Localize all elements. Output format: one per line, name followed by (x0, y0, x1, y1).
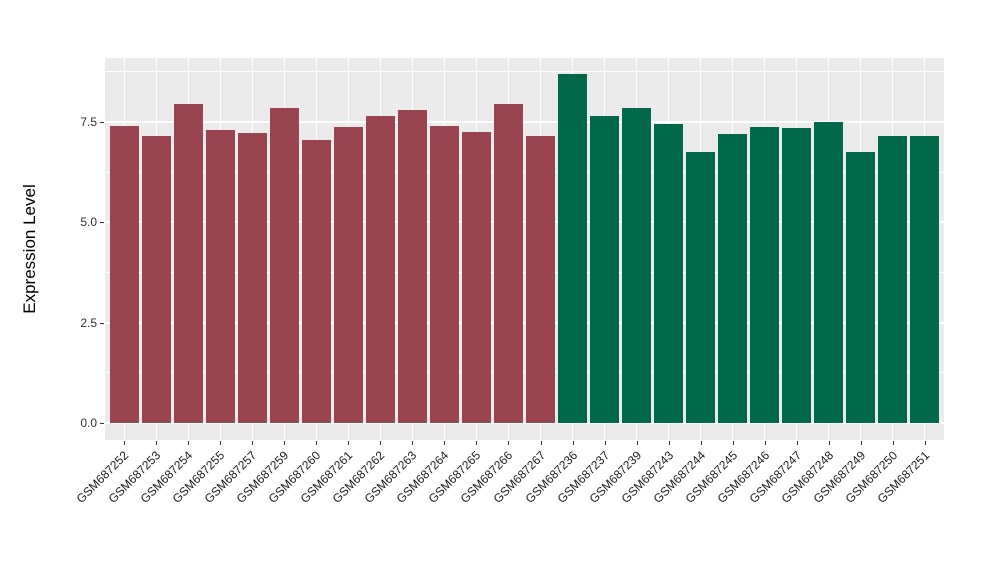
x-tick-mark (380, 441, 382, 445)
bar (333, 127, 363, 423)
bar (686, 151, 716, 423)
bar (173, 103, 203, 423)
bar (782, 128, 812, 423)
x-tick-mark (860, 441, 862, 445)
bar (622, 107, 651, 423)
x-tick-mark (732, 441, 734, 445)
x-tick-mark (476, 441, 478, 445)
x-tick-mark (604, 441, 606, 445)
bar (141, 136, 171, 423)
x-tick-mark (796, 441, 798, 445)
gridline-minor (105, 372, 944, 374)
bar (654, 124, 683, 423)
x-tick-mark (572, 441, 574, 445)
bar (109, 126, 139, 423)
y-axis-title-text: Expression Level (20, 184, 39, 314)
gridline-minor (105, 272, 944, 273)
x-tick-mark (284, 441, 286, 445)
x-tick-mark (220, 441, 222, 445)
x-tick-mark (188, 441, 190, 445)
x-tick-mark (156, 441, 158, 445)
y-tick-mark (100, 322, 104, 324)
gridline-minor (105, 71, 944, 73)
x-tick-mark (508, 441, 510, 445)
y-tick-label: 7.5 (80, 115, 97, 130)
bar (846, 151, 876, 423)
y-tick-label: 5.0 (80, 215, 97, 230)
y-tick-mark (100, 122, 104, 124)
plot-panel (105, 58, 944, 440)
x-tick-mark (348, 441, 350, 445)
y-tick-label: 0.0 (80, 416, 97, 430)
x-tick-mark (124, 441, 126, 445)
bar (494, 103, 523, 423)
gridline-major (105, 221, 944, 224)
gridline-major (105, 422, 944, 424)
x-tick-mark (636, 441, 638, 445)
bar (814, 122, 844, 423)
y-tick-label: 2.5 (80, 315, 97, 330)
x-tick-mark (444, 441, 446, 445)
bar (462, 132, 491, 423)
bar (910, 136, 940, 423)
gridline-major (105, 121, 944, 124)
bar (878, 135, 908, 423)
x-tick-mark (668, 441, 670, 445)
gridline-major (105, 321, 944, 324)
x-tick-mark (412, 441, 414, 445)
x-tick-mark (764, 441, 766, 445)
bar (558, 74, 587, 423)
bar (526, 135, 555, 423)
y-tick-mark (100, 222, 104, 224)
bar (430, 125, 459, 423)
x-tick-mark (316, 441, 318, 445)
bar (750, 127, 780, 423)
y-tick-mark (100, 423, 104, 424)
x-tick-mark (540, 441, 542, 445)
bar (718, 133, 748, 423)
x-tick-mark (924, 441, 926, 445)
x-tick-mark (892, 441, 894, 445)
bar (365, 115, 395, 423)
bar (269, 108, 299, 423)
x-tick-mark (828, 441, 830, 445)
bar (205, 129, 235, 423)
bar (301, 139, 331, 423)
bar (398, 109, 427, 423)
bar (590, 116, 619, 423)
x-tick-mark (252, 441, 254, 445)
bar (237, 133, 267, 423)
gridline-minor (105, 171, 944, 173)
x-tick-mark (700, 441, 702, 445)
